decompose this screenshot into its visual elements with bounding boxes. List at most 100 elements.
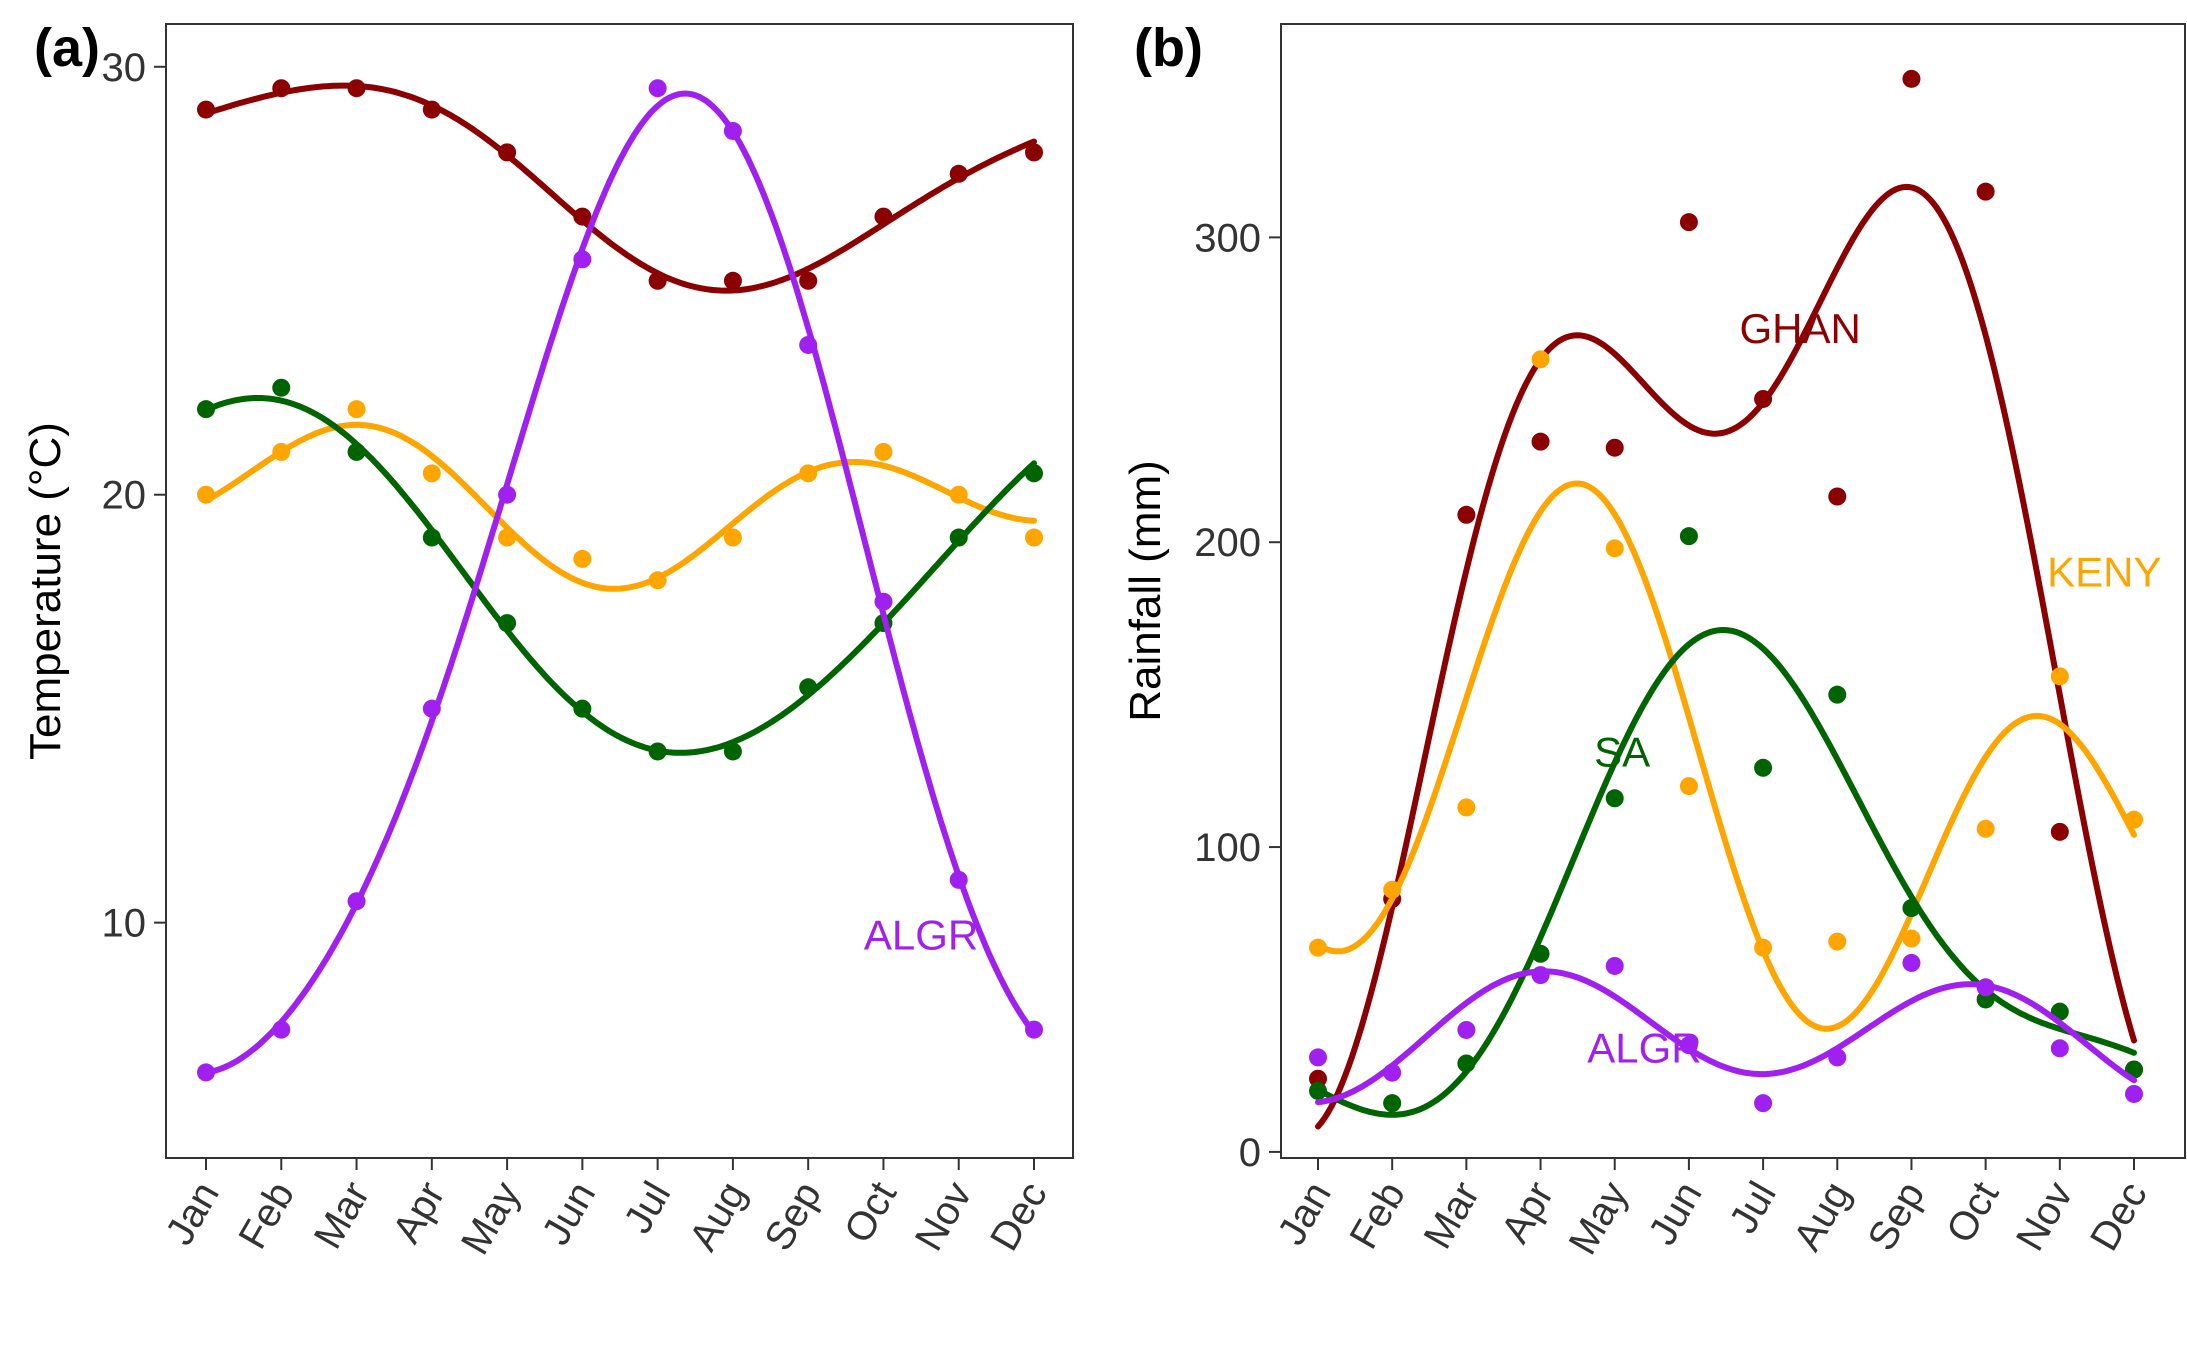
panel-b-sa-point [1383,1094,1402,1113]
panel-a: (a) Temperature (°C) 10 20 30 Jan Feb Mar Apr M… [21,18,1074,1262]
panel-a-sa-point [422,528,441,547]
panel-b-keny-point [1457,798,1476,817]
panel-a-algr-curve [203,90,1037,1076]
panel-b-ghan-point [1828,487,1847,506]
panel-a-ghan-point [573,207,592,226]
panel-b-keny-label: KENY [2047,549,2161,596]
panel-a-sa-point [949,528,968,547]
panel-b-algr-point [1383,1063,1402,1082]
panel-b: (b) Rainfall (mm) 0 100 200 300 Jan Feb Mar Apr… [1121,18,2186,1262]
panel-a-x-tick-label: Nov [907,1175,981,1259]
panel-a-algr-point [723,121,742,140]
panel-a-keny-point [422,464,441,483]
panel-a-x-tick-label: Aug [681,1175,755,1259]
panel-a-keny-point [949,485,968,504]
panel-a-algr-point [272,1020,291,1039]
panel-b-sa-point [1679,527,1698,546]
panel-b-x-tick-label: Jul [1721,1175,1785,1241]
panel-a-x-tick-label: Oct [836,1175,905,1251]
panel-a-y-tick-label: 10 [102,902,147,946]
panel-b-x-tick-label: Feb [1341,1175,1414,1257]
panel-a-ghan-point [422,100,441,119]
panel-b-y-tick-label: 100 [1194,826,1261,870]
panel-a-keny-point [723,528,742,547]
panel-a-y-tick-label: 30 [102,46,147,90]
panel-b-ghan-point [1605,438,1624,457]
panel-b-x-tick-label: Jan [1269,1175,1339,1253]
panel-a-sa-point [573,699,592,718]
panel-b-x-tick-label: Jun [1640,1175,1710,1253]
panel-b-frame [1280,23,2186,1159]
panel-a-sa-curve [203,395,1037,756]
panel-b-sa-point [1754,758,1773,777]
panel-a-letter: (a) [34,18,100,78]
panel-b-ghan-point [1976,182,1995,201]
panel-b-algr-point [1605,956,1624,975]
panel-b-algr-point [1976,978,1995,997]
panel-a-keny-point [197,485,215,504]
panel-b-sa-curve [1315,626,2137,1118]
panel-a-algr-point [1025,1020,1043,1039]
panel-a-sa-point [1025,464,1043,483]
panel-a-ghan-point [197,100,215,119]
panel-b-ghan-point [1902,69,1921,88]
panel-a-frame [165,23,1074,1159]
panel-b-algr-point [1902,953,1921,972]
panel-b-keny-point [1976,819,1995,838]
panel-b-ghan-point [1679,213,1698,232]
panel-b-keny-point [1754,938,1773,957]
panel-a-algr-point [422,699,441,718]
panel-a-algr-point [648,79,667,98]
panel-b-y-tick-label: 200 [1194,521,1261,565]
panel-b-ghan-point [1457,505,1476,524]
panel-a-x-tick-label: Apr [384,1175,453,1251]
panel-a-x-tick-label: Jul [616,1175,680,1241]
panel-a-sa-point [648,742,667,761]
panel-a-keny-point [347,400,366,419]
panel-a-sa-point [723,742,742,761]
panel-a-sa-point [799,678,818,697]
panel-a-algr-point [573,250,592,269]
panel-a-x-tick-label: Jan [157,1175,227,1253]
panel-a-ghan-point [874,207,893,226]
panel-a-keny-point [799,464,818,483]
panel-a-keny-point [874,442,893,461]
panel-a-x-tick-label: May [453,1175,529,1262]
panel-b-ghan-point [1531,432,1550,451]
panel-a-ghan-point [648,271,667,290]
panel-b-sa-point [1828,685,1847,704]
panel-b-ghan-point [1754,389,1773,408]
panel-a-sa-point [272,378,291,397]
panel-b-sa-label: SA [1594,729,1650,776]
panel-b-x-tick-label: Mar [1416,1175,1489,1257]
panel-a-keny-point [648,571,667,590]
panel-b-y-tick-label: 300 [1194,216,1261,260]
panel-b-algr-point [2125,1084,2143,1103]
panel-b-sa-point [1605,789,1624,808]
panel-a-x-tick-label: Sep [756,1175,830,1259]
panel-a-algr-label: ALGR [864,911,978,958]
panel-b-ghan-point [2050,822,2069,841]
panel-a-sa-point [197,400,215,419]
panel-b-y-axis-title: Rainfall (mm) [1121,460,1170,722]
panel-b-algr-point [1531,966,1550,985]
panel-b-x-tick-label: Apr [1493,1175,1562,1251]
panel-b-x-tick-label: Dec [2082,1175,2156,1259]
panel-b-algr-label: ALGR [1587,1024,1701,1071]
panel-b-keny-curve [1315,480,2137,1032]
panel-a-y-tick-label: 20 [102,474,147,518]
panel-b-sa-point [1531,944,1550,963]
panel-b-x-tick-label: Oct [1938,1174,2007,1250]
panel-a-ghan-point [723,271,742,290]
panel-a-ghan-point [498,143,517,162]
panel-b-x-tick-label: Sep [1860,1175,1934,1259]
panel-b-keny-point [2125,810,2143,829]
panel-a-algr-point [347,892,366,911]
panel-b-keny-point [1828,932,1847,951]
panel-a-x-tick-label: Mar [306,1175,379,1257]
panel-b-ghan-label: GHAN [1740,305,1861,352]
panel-b-sa-point [1309,1081,1327,1100]
panel-a-x-tick-label: Jun [534,1175,604,1253]
panel-a-keny-curve [203,421,1037,592]
